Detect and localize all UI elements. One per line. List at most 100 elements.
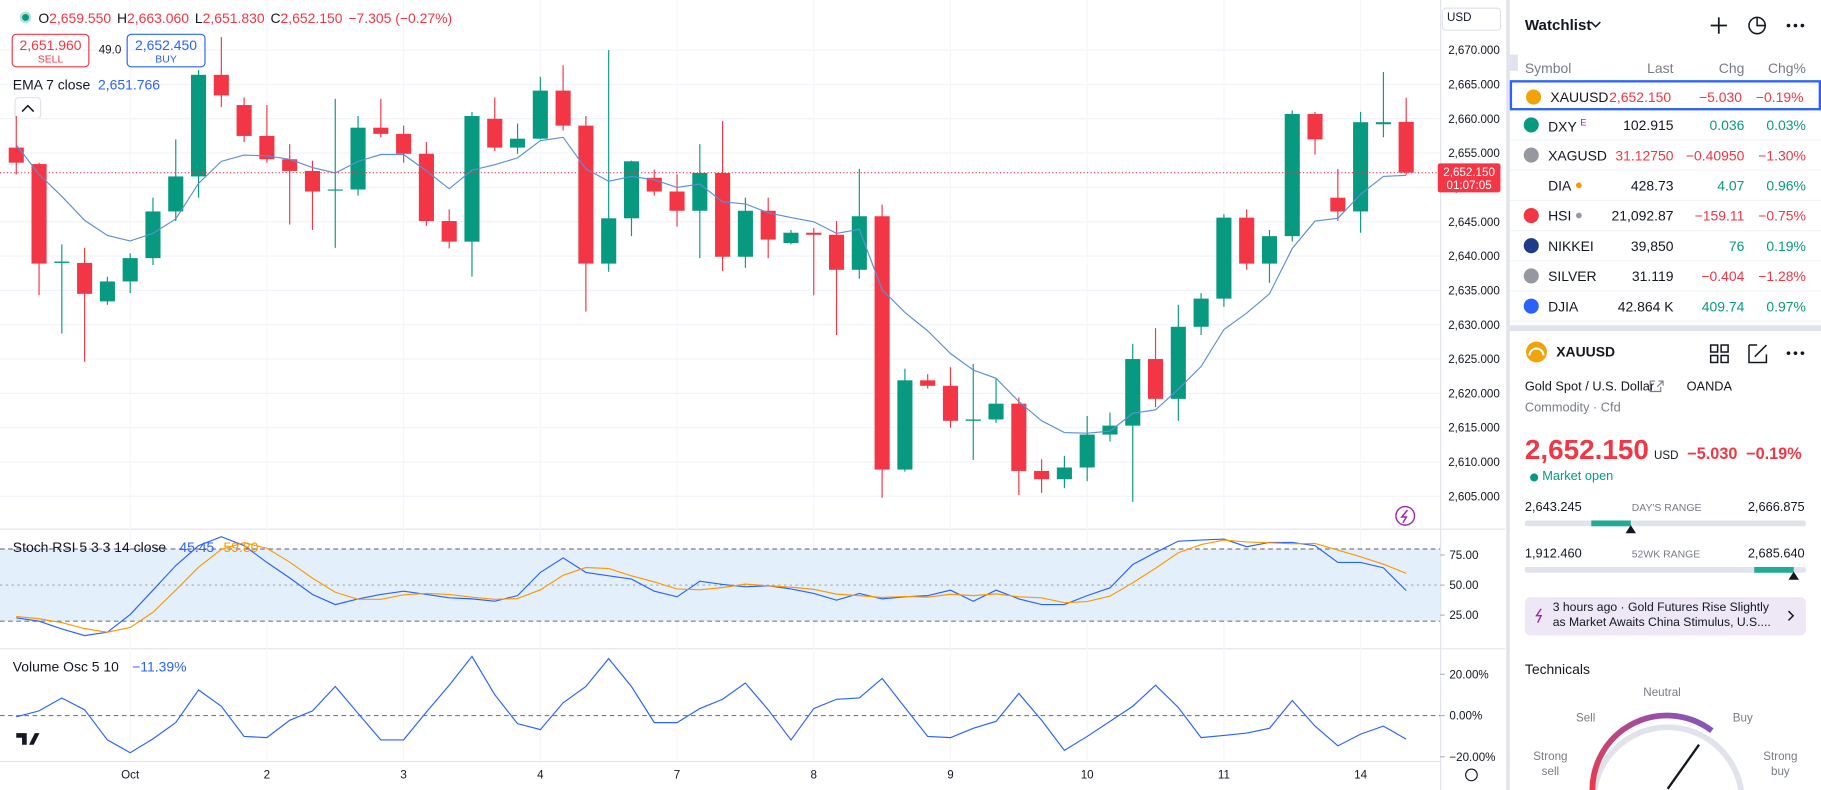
layout-icon[interactable] [1709, 344, 1729, 364]
candle-body [1034, 470, 1050, 480]
sell-price: 2,651.960 [19, 37, 82, 54]
x-tick-label: 11 [1218, 768, 1230, 781]
watchlist-row[interactable]: XAGUSD 31.12750 −0.40950 −1.30% [1509, 141, 1821, 171]
y-tick-label: 2,670.000 [1448, 44, 1500, 57]
volume-legend: Volume Osc 5 10 −11.39% [13, 659, 187, 675]
watchlist-row[interactable]: HSI 21,092.87 −159.11 −0.75% [1509, 201, 1821, 232]
candle-body [418, 153, 434, 222]
candle-body [1216, 217, 1232, 299]
range-track [1524, 520, 1806, 527]
candle-body [532, 90, 548, 139]
last: 42.864 K [1617, 298, 1674, 315]
y-tick-label: 75.00 [1449, 549, 1478, 562]
candle-body [920, 380, 936, 386]
news-card[interactable] [1524, 597, 1806, 636]
detail-change: −5.030 [1687, 443, 1738, 463]
range-marker [1788, 571, 1799, 580]
symbol-icon-glyph [1528, 347, 1545, 356]
watchlist-row[interactable]: DJIA 42.864 K 409.74 0.97% [1509, 292, 1821, 322]
watchlist-row[interactable]: SILVER 31.119 −0.404 −1.28% [1509, 261, 1821, 292]
more-icon[interactable] [1786, 351, 1805, 356]
watchlist-row[interactable]: XAUUSD 2,652.150 −5.030 −0.19% [1509, 80, 1821, 111]
detail-name-row: Gold Spot / U.S. Dollar OANDA [1525, 380, 1732, 394]
symbol: SILVER [1548, 268, 1597, 285]
range-track [1524, 566, 1806, 573]
gauge-track [1591, 724, 1744, 790]
year-range-low: 1,912.460 [1524, 547, 1582, 562]
market-status: Market open [1542, 469, 1614, 484]
candle-body [1307, 113, 1323, 140]
symbol: XAGUSD [1548, 147, 1607, 164]
lightning-button[interactable] [1395, 505, 1416, 526]
y-tick-label: 2,630.000 [1448, 319, 1500, 332]
ema-legend: EMA 7 close 2,651.766 [13, 77, 160, 93]
gauge-fill [1589, 712, 1714, 790]
last: 31.119 [1631, 268, 1674, 285]
gauge-strong-buy: Strong buy [1763, 750, 1798, 779]
buy-button[interactable]: 2,652.450 BUY [126, 33, 206, 68]
column-header: Chg [1718, 60, 1745, 77]
candle-body [487, 118, 503, 148]
candle-body [464, 116, 480, 242]
edit-icon[interactable] [1748, 344, 1768, 364]
y-tick-label: 2,625.000 [1448, 353, 1500, 366]
candle-body [965, 419, 981, 421]
watchlist-row[interactable]: NIKKEI 39,850 76 0.19% [1509, 231, 1821, 262]
external-link-icon[interactable] [1649, 380, 1664, 393]
indicator-title: Stoch RSI 5 3 3 14 close [12, 539, 167, 556]
year-range-high: 2,685.640 [1747, 547, 1805, 562]
watchlist-row[interactable]: DXY E 102.915 0.036 0.03% [1509, 110, 1821, 141]
y-tick-label: 0.00% [1449, 710, 1482, 723]
candle-body [1193, 298, 1209, 327]
dropdown-icon[interactable] [1590, 21, 1601, 28]
gauge-strong-sell: Strong sell [1533, 750, 1568, 779]
x-tick-label: 4 [537, 768, 544, 781]
more-icon[interactable] [1786, 23, 1805, 28]
sell-button[interactable]: 2,651.960 SELL [11, 33, 90, 68]
exchange: OANDA [1686, 379, 1733, 394]
watchlist-title[interactable]: Watchlist [1524, 16, 1592, 34]
status-dot [22, 13, 30, 21]
x-tick-label: 14 [1354, 768, 1367, 781]
news-text[interactable]: 3 hours ago · Gold Futures Rise Slightly… [1552, 600, 1771, 630]
candle-body [213, 74, 229, 96]
y-tick-label: 2,640.000 [1448, 250, 1500, 263]
detail-currency: USD [1654, 449, 1679, 463]
last: 39,850 [1630, 238, 1674, 255]
gauge-sell: Sell [1575, 712, 1596, 725]
day-range-label: DAY'S RANGE [1631, 501, 1702, 514]
add-icon[interactable] [1710, 17, 1727, 34]
change: −159.11 [1694, 207, 1745, 225]
last: 428.73 [1630, 177, 1674, 195]
candle-body [282, 159, 298, 171]
y-tick-label: 50.00 [1449, 579, 1478, 592]
candle-body [1170, 326, 1186, 399]
chevron-icon [21, 104, 35, 113]
x-tick-label: 8 [811, 768, 817, 781]
x-tick-label: 7 [674, 768, 680, 781]
ohlc-value: 2,659.550 [49, 10, 112, 27]
candle-body [1353, 122, 1369, 212]
collapse-button[interactable] [14, 97, 42, 120]
last-price-label: 2,652.150 [1443, 166, 1495, 179]
last-price-box [1437, 163, 1501, 193]
settings-icon[interactable] [1465, 768, 1478, 782]
indicator-line [16, 655, 1407, 754]
legend-value: 59.80 [223, 539, 259, 556]
news-icon [1535, 608, 1543, 624]
buy-label: BUY [155, 53, 177, 66]
change: −0.404 [1701, 268, 1745, 285]
currency-button[interactable] [1441, 7, 1502, 31]
change-pct: 0.03% [1766, 117, 1806, 134]
day-range-low: 2,643.245 [1524, 500, 1582, 515]
candle-body [99, 281, 115, 302]
column-header: Symbol [1524, 60, 1572, 77]
y-tick-label: 2,615.000 [1448, 422, 1500, 435]
watchlist-row[interactable]: DIA 428.73 4.07 0.96% [1509, 171, 1821, 201]
change-pct: 0.96% [1766, 177, 1806, 195]
legend-value: 45.45 [179, 539, 215, 556]
candle-body [168, 176, 184, 212]
candle-body [1147, 359, 1164, 399]
